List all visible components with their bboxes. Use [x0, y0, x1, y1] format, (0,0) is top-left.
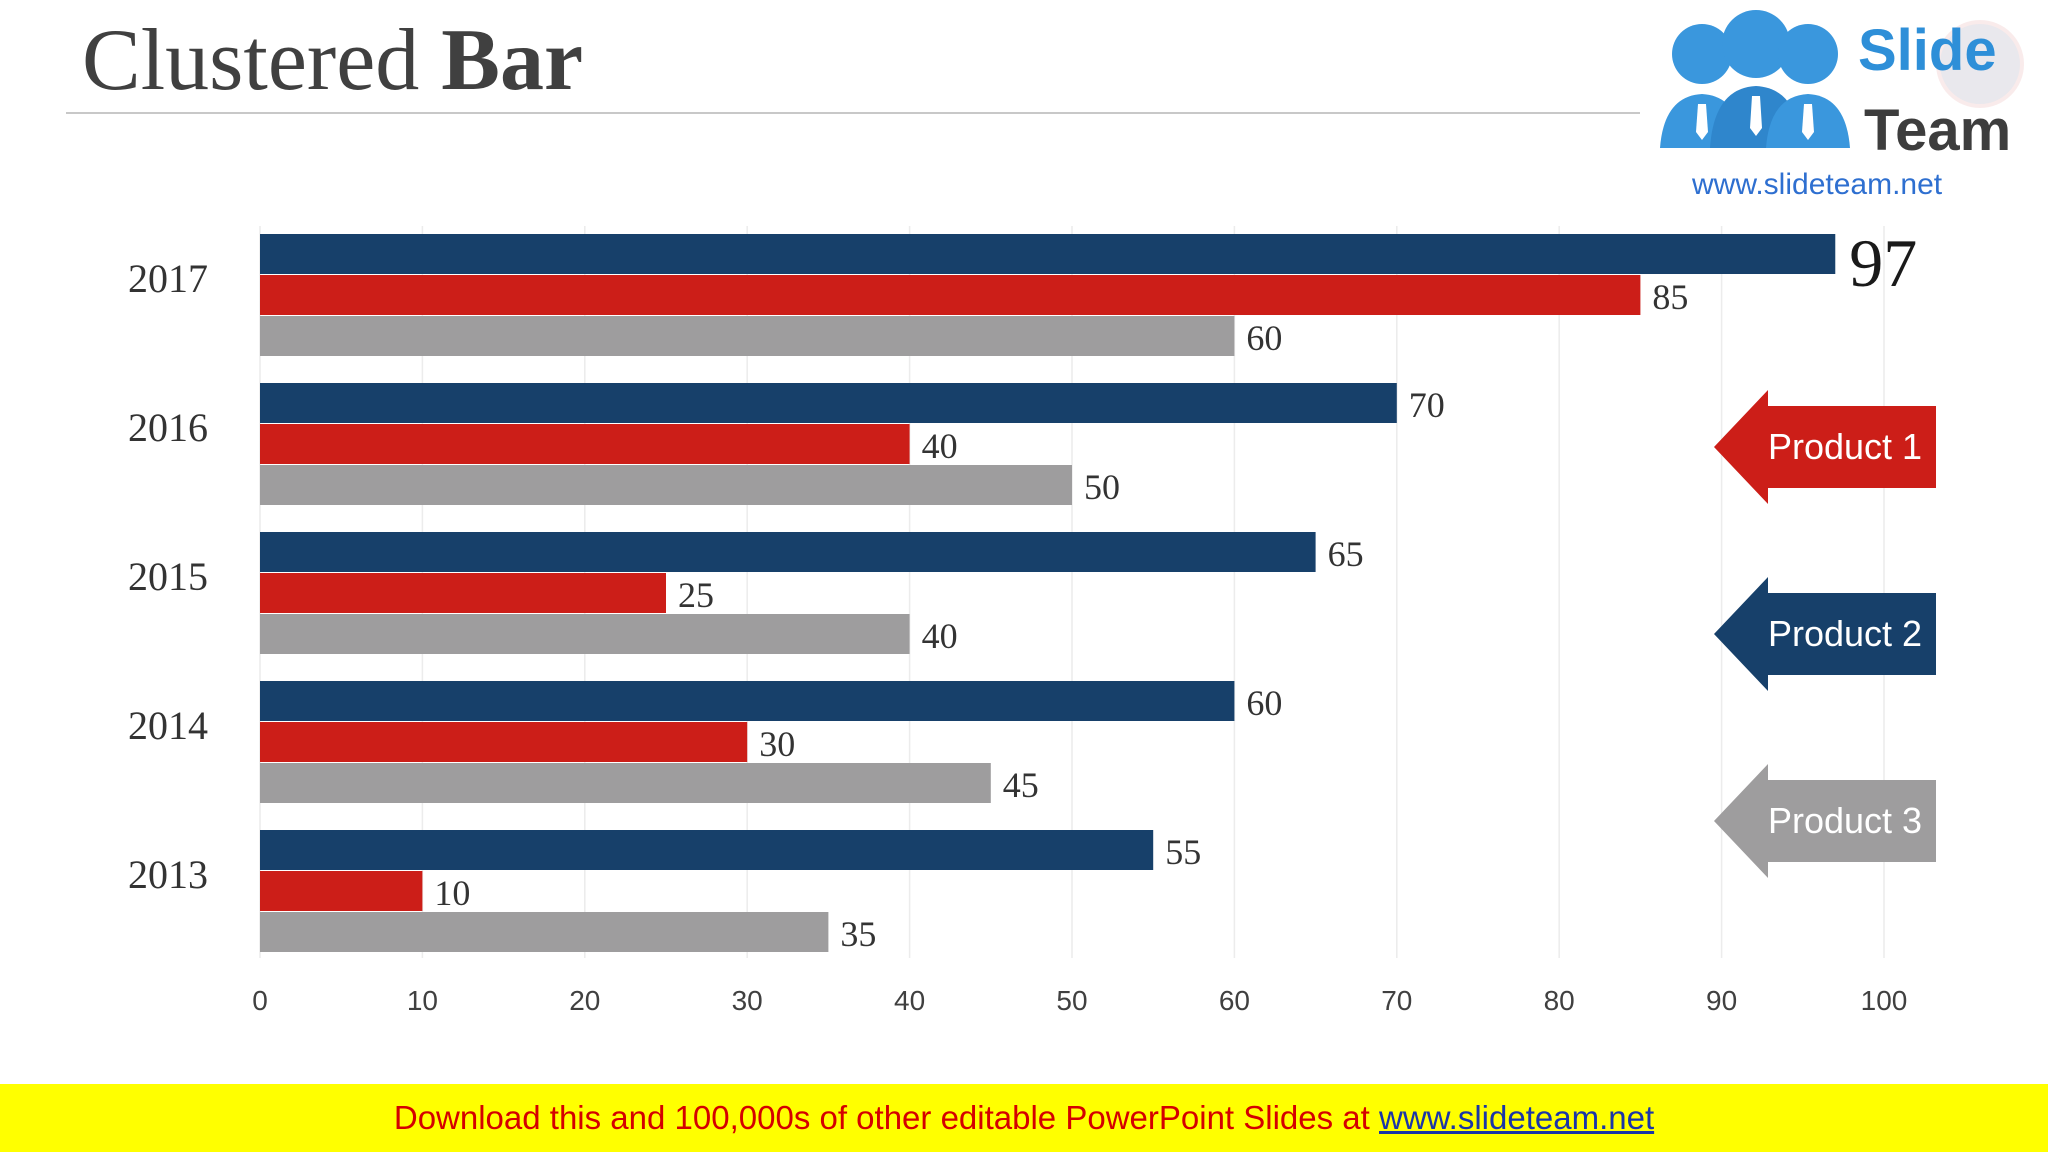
bar	[260, 234, 1836, 274]
tick-label: 10	[407, 985, 438, 1016]
legend-item-product-1: Product 1	[1714, 390, 1936, 504]
chart-category-labels: 2017 2016 2015 2014 2013	[128, 256, 208, 897]
data-label: 97	[1849, 225, 1917, 301]
legend-arrow-shape	[1714, 390, 1936, 504]
bar	[260, 316, 1235, 356]
slideteam-logo: Slide Team www.slideteam.net	[1640, 0, 2038, 196]
footer-link[interactable]: www.slideteam.net	[1379, 1099, 1655, 1136]
page-title: Clustered Bar	[82, 8, 583, 114]
bar	[260, 424, 910, 464]
data-label: 60	[1246, 683, 1282, 723]
legend-label: Product 3	[1767, 800, 1923, 841]
tick-label: 70	[1381, 985, 1412, 1016]
legend-arrow-shape	[1714, 577, 1936, 691]
data-label: 35	[840, 914, 876, 954]
bar	[260, 912, 829, 952]
tick-label: 40	[894, 985, 925, 1016]
legend-arrow-shape	[1714, 764, 1936, 878]
footer-banner: Download this and 100,000s of other edit…	[0, 1084, 2048, 1152]
bar	[260, 465, 1072, 505]
left-arrow-icon	[1714, 577, 1936, 691]
bar	[260, 614, 910, 654]
category-label: 2013	[128, 852, 208, 897]
tick-label: 0	[252, 985, 268, 1016]
tick-label: 90	[1706, 985, 1737, 1016]
bar	[260, 532, 1316, 572]
tick-label: 20	[569, 985, 600, 1016]
chart-tick-labels: 0 10 20 30 40 50 60 70 80 90 100	[252, 985, 1907, 1016]
left-arrow-icon	[1714, 390, 1936, 504]
data-label: 55	[1165, 832, 1201, 872]
legend-item-product-3: Product 3	[1714, 764, 1936, 878]
legend-label: Product 2	[1767, 613, 1923, 654]
bar	[260, 275, 1641, 315]
data-label: 10	[434, 873, 470, 913]
data-label: 70	[1409, 385, 1445, 425]
logo-word-slide: Slide	[1858, 18, 1997, 83]
data-label: 40	[922, 616, 958, 656]
category-label: 2016	[128, 405, 208, 450]
logo-word-team: Team	[1864, 98, 2011, 163]
data-label: 30	[759, 724, 795, 764]
data-label: 65	[1328, 534, 1364, 574]
people-icon	[1660, 10, 1850, 148]
tick-label: 100	[1861, 985, 1908, 1016]
data-label: 50	[1084, 467, 1120, 507]
category-label: 2015	[128, 554, 208, 599]
data-label: 60	[1246, 318, 1282, 358]
chart-bars	[260, 234, 1836, 952]
data-label: 85	[1652, 277, 1688, 317]
legend-item-product-2: Product 2	[1714, 577, 1936, 691]
data-label: 45	[1003, 765, 1039, 805]
footer-text: Download this and 100,000s of other edit…	[393, 1099, 1379, 1136]
data-label: 40	[922, 426, 958, 466]
bar	[260, 871, 423, 911]
category-label: 2014	[128, 703, 208, 748]
tick-label: 30	[732, 985, 763, 1016]
category-label: 2017	[128, 256, 208, 301]
tick-label: 80	[1544, 985, 1575, 1016]
bar	[260, 383, 1397, 423]
data-label: 25	[678, 575, 714, 615]
title-divider	[66, 112, 1641, 114]
title-bold: Bar	[441, 12, 584, 109]
title-light: Clustered	[82, 12, 442, 109]
left-arrow-icon	[1714, 764, 1936, 878]
bar	[260, 681, 1235, 721]
legend-label: Product 1	[1767, 426, 1923, 467]
bar	[260, 722, 748, 762]
bar	[260, 573, 666, 613]
chart-labels: 97 85 60 70 40 50 65 25 40 60 30 45 55 10 35	[434, 225, 1917, 954]
logo-url[interactable]: www.slideteam.net	[1691, 168, 1943, 196]
tick-label: 60	[1219, 985, 1250, 1016]
bar	[260, 763, 991, 803]
tick-label: 50	[1056, 985, 1087, 1016]
bar	[260, 830, 1154, 870]
